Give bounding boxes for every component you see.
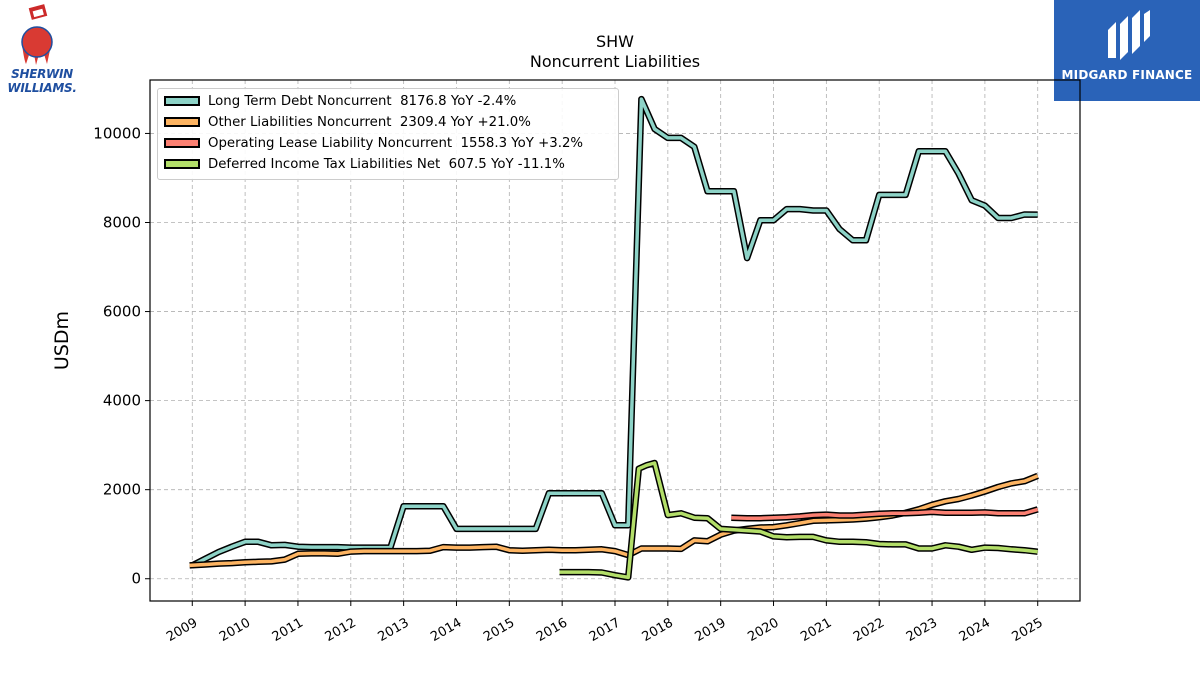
chart-title: Noncurrent Liabilities xyxy=(529,52,701,71)
midgard-mark-icon xyxy=(1108,10,1150,60)
x-tick-label: 2014 xyxy=(428,615,464,645)
legend-label: Other Liabilities Noncurrent 2309.4 YoY … xyxy=(208,114,531,130)
x-tick-label: 2025 xyxy=(1010,615,1046,645)
y-tick-label: 8000 xyxy=(103,213,141,231)
x-tick-label: 2023 xyxy=(904,615,940,645)
x-tick-label: 2012 xyxy=(323,615,359,645)
x-tick-label: 2016 xyxy=(534,615,570,645)
x-tick-label: 2015 xyxy=(481,615,517,645)
x-axis-ticks: 2009 2010 2011 2012 2013 2014 2015 2016 2017 2018… xyxy=(164,601,1046,645)
y-tick-label: 0 xyxy=(131,570,141,588)
y-axis-label: USDm xyxy=(51,311,73,370)
series-lines xyxy=(189,95,1039,581)
legend-item-other-liabilities: Other Liabilities Noncurrent 2309.4 YoY … xyxy=(164,112,531,132)
y-tick-label: 6000 xyxy=(103,303,141,321)
y-axis-ticks: 0 2000 4000 6000 8000 10000 xyxy=(93,124,150,588)
y-tick-label: 2000 xyxy=(103,481,141,499)
x-tick-label: 2009 xyxy=(164,615,200,645)
chart-legend: Long Term Debt Noncurrent 8176.8 YoY -2.… xyxy=(157,88,619,180)
x-tick-label: 2017 xyxy=(587,615,623,645)
x-tick-label: 2022 xyxy=(851,615,887,645)
legend-swatch xyxy=(164,159,200,169)
x-tick-label: 2021 xyxy=(798,615,834,645)
x-tick-label: 2011 xyxy=(270,615,306,645)
x-tick-label: 2024 xyxy=(957,615,993,645)
brand-name-line2: WILLIAMS. xyxy=(7,81,77,95)
midgard-finance-wordmark: MIDGARD FINANCE xyxy=(1061,68,1193,82)
series-line-3 xyxy=(559,461,1038,580)
midgard-finance-logo: MIDGARD FINANCE xyxy=(1054,0,1200,101)
x-tick-label: 2020 xyxy=(745,615,781,645)
legend-label: Long Term Debt Noncurrent 8176.8 YoY -2.… xyxy=(208,93,517,109)
legend-item-long-term-debt: Long Term Debt Noncurrent 8176.8 YoY -2.… xyxy=(164,91,516,111)
x-tick-label: 2018 xyxy=(640,615,676,645)
chart-title-ticker: SHW xyxy=(595,32,634,51)
y-tick-label: 4000 xyxy=(103,392,141,410)
legend-label: Deferred Income Tax Liabilities Net 607.… xyxy=(208,156,565,172)
x-tick-label: 2019 xyxy=(693,615,729,645)
sherwin-williams-logo: SHERWIN WILLIAMS. xyxy=(4,4,77,96)
legend-item-deferred-tax: Deferred Income Tax Liabilities Net 607.… xyxy=(164,154,565,174)
legend-label: Operating Lease Liability Noncurrent 155… xyxy=(208,135,584,151)
y-tick-label: 10000 xyxy=(93,124,141,142)
cover-the-earth-icon xyxy=(21,4,53,65)
legend-swatch xyxy=(164,96,200,106)
x-tick-label: 2010 xyxy=(217,615,253,645)
legend-item-operating-lease: Operating Lease Liability Noncurrent 155… xyxy=(164,133,583,153)
series-line-2 xyxy=(731,507,1039,520)
x-tick-label: 2013 xyxy=(375,615,411,645)
series-line-0 xyxy=(191,97,1038,567)
brand-name-line1: SHERWIN xyxy=(11,67,73,81)
legend-swatch xyxy=(164,117,200,127)
legend-swatch xyxy=(164,138,200,148)
